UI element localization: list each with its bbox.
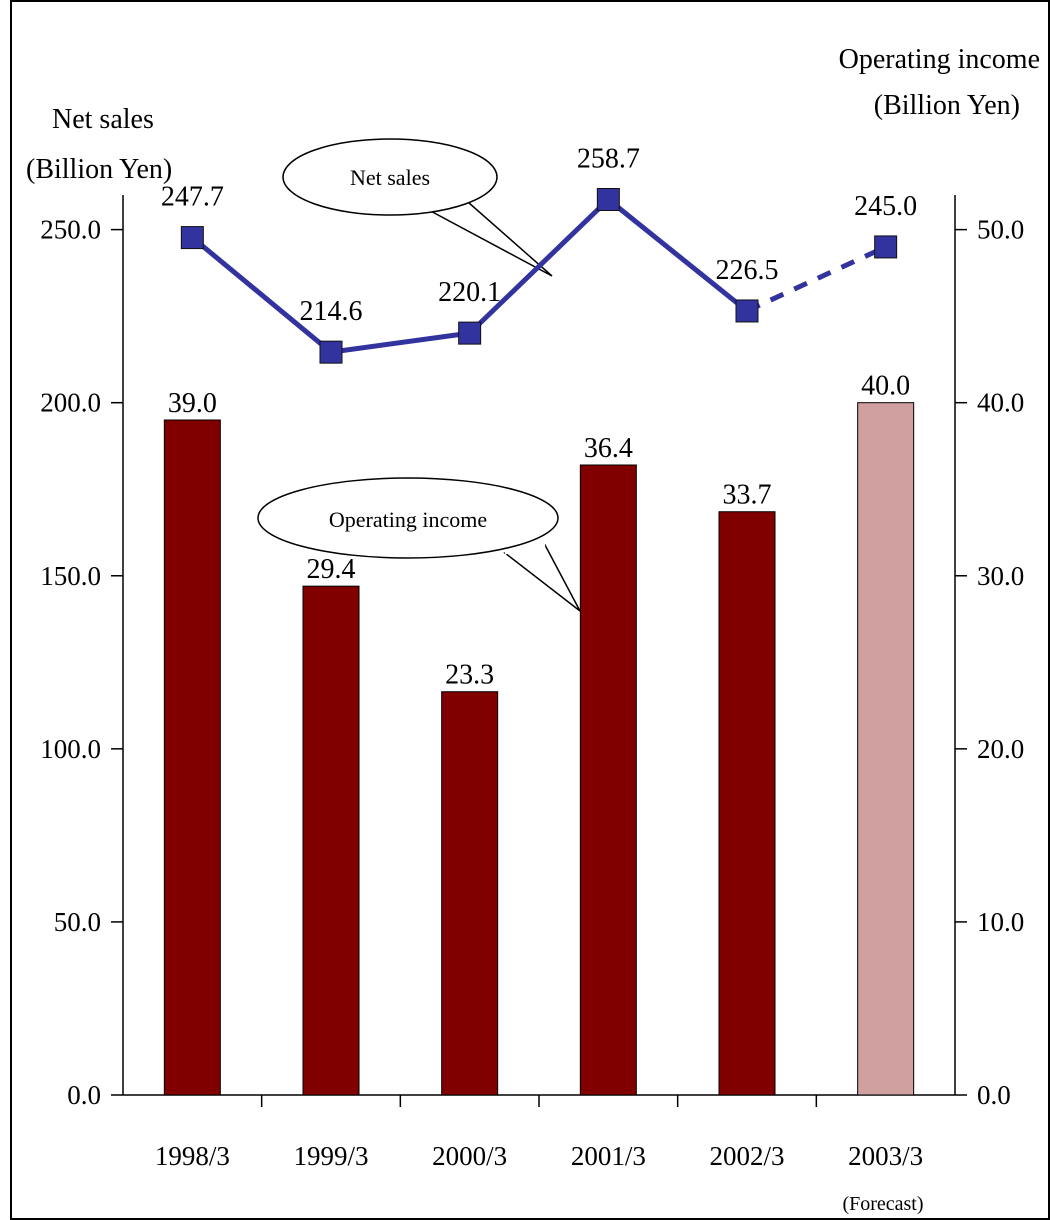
right-axis-title-line2: (Billion Yen): [874, 90, 1020, 121]
operating-income-bar: [857, 402, 915, 1096]
operating-income-label: 23.3: [445, 660, 494, 691]
net-sales-marker: [319, 340, 343, 364]
operating-income-label: 36.4: [584, 433, 633, 464]
operating-income-label: 29.4: [307, 554, 356, 585]
right-tick-label: 10.0: [977, 907, 1024, 937]
net-sales-marker: [874, 235, 898, 259]
x-category-label: 1999/3: [293, 1141, 368, 1171]
net-sales-line-segment: [190, 235, 333, 355]
net-sales-label: 247.7: [161, 182, 224, 213]
net-sales-line-segment: [467, 197, 611, 335]
net-sales-line-segment: [606, 197, 749, 313]
right-tick-label: 30.0: [977, 561, 1024, 591]
net-sales-label: 245.0: [854, 191, 917, 222]
callout-net-sales: Net sales: [282, 138, 553, 277]
net-sales-marker: [180, 226, 204, 250]
left-tick-label: 100.0: [40, 734, 101, 764]
operating-income-bar: [579, 464, 637, 1096]
left-axis-title-line2: (Billion Yen): [26, 154, 172, 185]
net-sales-marker: [596, 188, 620, 211]
net-sales-label: 214.6: [300, 296, 363, 327]
line-labels: 247.7 214.6 220.1 258.7 226.5 245.0: [161, 144, 917, 328]
net-sales-label: 220.1: [438, 277, 501, 308]
left-tick-label: 50.0: [54, 907, 101, 937]
callout-net-sales-label: Net sales: [350, 165, 430, 190]
right-axis-title-line1: Operating income: [839, 44, 1040, 75]
net-sales-line-segment: [330, 330, 471, 355]
x-axis-labels: 1998/3 1999/3 2000/3 2001/3 2002/3 2003/3: [155, 1141, 923, 1171]
bar-labels: 39.0 29.4 23.3 36.4 33.7 40.0: [168, 371, 910, 691]
callout-net-sales-bubble: [282, 138, 498, 216]
operating-income-bar: [718, 511, 776, 1096]
chart-border: [10, 0, 1050, 1220]
callout-operating-income-bubble: [257, 477, 559, 559]
left-tick-label: 200.0: [40, 388, 101, 418]
net-sales-marker: [458, 321, 482, 345]
right-tick-label: 20.0: [977, 734, 1024, 764]
axes: 0.0 50.0 100.0 150.0 200.0 250.0 0.0 10.0 20.0 30…: [40, 195, 1024, 1110]
x-category-label: 2000/3: [432, 1141, 507, 1171]
x-category-label: 2002/3: [709, 1141, 784, 1171]
net-sales-label: 258.7: [577, 144, 640, 175]
operating-income-bar: [163, 419, 221, 1096]
right-tick-label: 50.0: [977, 215, 1024, 245]
line-series: [180, 188, 898, 364]
callout-operating-income-label: Operating income: [329, 507, 487, 532]
x-category-label: 2001/3: [571, 1141, 646, 1171]
left-tick-label: 250.0: [40, 215, 101, 245]
bar-series: [163, 402, 915, 1096]
operating-income-label: 40.0: [861, 371, 910, 402]
left-tick-label: 150.0: [40, 561, 101, 591]
x-category-label: 2003/3: [848, 1141, 923, 1171]
x-category-label: 1998/3: [155, 1141, 230, 1171]
right-tick-label: 0.0: [977, 1080, 1011, 1110]
callout-operating-income-pointer: [503, 544, 581, 612]
net-sales-marker: [735, 299, 759, 323]
operating-income-bar: [302, 585, 360, 1096]
operating-income-label: 33.7: [723, 480, 772, 511]
left-tick-label: 0.0: [67, 1080, 101, 1110]
callout-operating-income: Operating income: [257, 477, 581, 612]
net-sales-label: 226.5: [716, 255, 779, 286]
left-axis-title-line1: Net sales: [52, 104, 154, 135]
forecast-note: (Forecast): [842, 1193, 923, 1215]
right-tick-label: 40.0: [977, 388, 1024, 418]
operating-income-bar: [441, 691, 499, 1096]
operating-income-label: 39.0: [168, 388, 217, 419]
